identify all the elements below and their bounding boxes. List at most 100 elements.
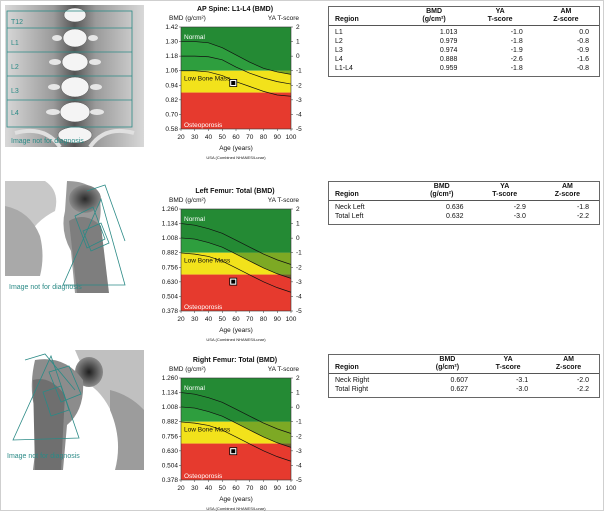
reference-band [181, 378, 291, 448]
y-tick-label: 1.008 [162, 404, 179, 411]
table-row: L1-L4 0.959 -1.8 -0.8 [329, 64, 599, 76]
x-tick-label: 80 [260, 134, 268, 141]
tscore-tick-label: -1 [296, 68, 302, 75]
region-cell: Total Left [335, 213, 364, 220]
tscore-tick-label: 1 [296, 221, 300, 228]
tscore-tick-label: 2 [296, 24, 300, 31]
scan-disclaimer: Image not for diagnosis [11, 138, 84, 145]
spine-section: T12 L1 L2 L3 L4 Image not for diagnosis … [1, 1, 604, 161]
y-axis-label: BMD (g/cm²) [169, 366, 206, 373]
patient-marker-center [231, 80, 236, 85]
y-tick-label: 0.630 [162, 448, 179, 455]
value-cell: -1.8 [576, 204, 589, 211]
y-axis-label: BMD (g/cm²) [169, 197, 206, 204]
tscore-tick-label: 0 [296, 235, 300, 242]
y-tick-label: 0.756 [162, 264, 179, 271]
tscore-tick-label: -5 [296, 126, 302, 133]
x-tick-label: 40 [205, 485, 213, 492]
tscore-tick-label: -4 [296, 111, 302, 118]
scan-disclaimer: Image not for diagnosis [7, 453, 80, 460]
tscore-tick-label: -3 [296, 279, 302, 286]
value-cell: -0.8 [576, 38, 589, 45]
region-cell: L4 [335, 56, 343, 63]
zone-label-osteoporosis: Osteoporosis [184, 473, 223, 480]
zone-label-osteoporosis: Osteoporosis [184, 304, 223, 311]
column-header: Region [335, 191, 359, 198]
x-tick-label: 80 [260, 316, 268, 323]
x-tick-label: 30 [191, 316, 199, 323]
left-femur-scan-image: Image not for diagnosis [5, 181, 144, 293]
tscore-tick-label: -2 [296, 433, 302, 440]
value-cell: -2.2 [576, 386, 589, 393]
x-tick-label: 50 [219, 485, 227, 492]
value-cell: 0.959 [439, 65, 458, 72]
y-tick-label: 1.134 [162, 390, 179, 397]
value-cell: 0.607 [450, 377, 469, 384]
value-cell: -1.8 [510, 65, 523, 72]
reference-curve [180, 392, 292, 434]
y-tick-label: 0.378 [162, 308, 179, 315]
reference-band [181, 27, 291, 75]
scan-disclaimer: Image not for diagnosis [9, 284, 82, 291]
vertebra-label-l4: L4 [11, 110, 19, 117]
y-tick-label: 0.504 [162, 293, 179, 300]
y-axis-right-label: YA T-score [268, 15, 300, 22]
tscore-tick-label: 2 [296, 206, 300, 213]
value-cell: -3.0 [516, 386, 529, 393]
table-row: Total Left 0.632 -3.0 -2.2 [329, 212, 599, 224]
y-tick-label: 0.756 [162, 433, 179, 440]
y-tick-label: 1.06 [165, 68, 178, 75]
x-tick-label: 20 [177, 316, 185, 323]
x-tick-label: 80 [260, 485, 268, 492]
vertebra-label-l2: L2 [11, 64, 19, 71]
reference-curve [180, 421, 292, 462]
column-header: AM Z-score [555, 356, 582, 371]
reference-curve [180, 252, 292, 293]
y-tick-label: 1.260 [162, 375, 179, 382]
right-femur-scan-image: Image not for diagnosis [5, 350, 144, 470]
tscore-tick-label: -5 [296, 477, 302, 484]
column-header: BMD (g/cm²) [422, 8, 446, 23]
x-axis-label: Age (years) [219, 496, 253, 503]
spine-bmd-chart: AP Spine: L1-L4 (BMD) BMD (g/cm²) YA T-sco… [155, 3, 315, 163]
x-tick-label: 90 [274, 485, 282, 492]
tscore-tick-label: 1 [296, 39, 300, 46]
tscore-tick-label: 0 [296, 53, 300, 60]
zone-label-low-bone-mass: Low Bone Mass [184, 427, 231, 434]
table-row: L1 1.013 -1.0 0.0 [329, 26, 599, 38]
x-tick-label: 20 [177, 485, 185, 492]
x-tick-label: 100 [286, 316, 297, 323]
x-tick-label: 100 [286, 134, 297, 141]
chart-title: Left Femur: Total (BMD) [195, 188, 274, 195]
x-tick-label: 50 [219, 134, 227, 141]
left-femur-results-table: Region BMD (g/cm²) YA T-score AM Z-score Neck L… [328, 181, 600, 225]
value-cell: -2.6 [510, 56, 523, 63]
zone-label-low-bone-mass: Low Bone Mass [184, 76, 231, 83]
tscore-tick-label: -1 [296, 419, 302, 426]
x-axis-label: Age (years) [219, 145, 253, 152]
y-tick-label: 1.18 [165, 53, 178, 60]
zone-label-normal: Normal [184, 385, 206, 392]
tscore-tick-label: -4 [296, 293, 302, 300]
y-tick-label: 1.30 [165, 39, 178, 46]
patient-marker-center [231, 279, 236, 284]
left-femur-bmd-chart: Left Femur: Total (BMD) BMD (g/cm²) YA T-s… [155, 185, 315, 350]
zone-label-normal: Normal [184, 34, 206, 41]
region-cell: L1-L4 [335, 65, 353, 72]
spine-results-table: Region BMD (g/cm²) YA T-score AM Z-score L1 1.01… [328, 6, 600, 77]
column-header: Region [335, 364, 359, 371]
reference-curve [180, 223, 292, 265]
x-tick-label: 60 [232, 134, 240, 141]
vertebra-label-t12: T12 [11, 19, 24, 26]
y-tick-label: 0.378 [162, 477, 179, 484]
tscore-tick-label: -3 [296, 448, 302, 455]
value-cell: -3.1 [516, 377, 529, 384]
right-femur-section: Image not for diagnosis Right Femur: Tot… [1, 346, 604, 511]
region-cell: Neck Left [335, 204, 365, 211]
value-cell: -0.8 [576, 65, 589, 72]
column-header: BMD (g/cm²) [435, 356, 460, 371]
reference-curve [181, 41, 292, 75]
vertebra-label-l3: L3 [11, 88, 19, 95]
tscore-tick-label: -2 [296, 264, 302, 271]
x-tick-label: 40 [205, 316, 213, 323]
